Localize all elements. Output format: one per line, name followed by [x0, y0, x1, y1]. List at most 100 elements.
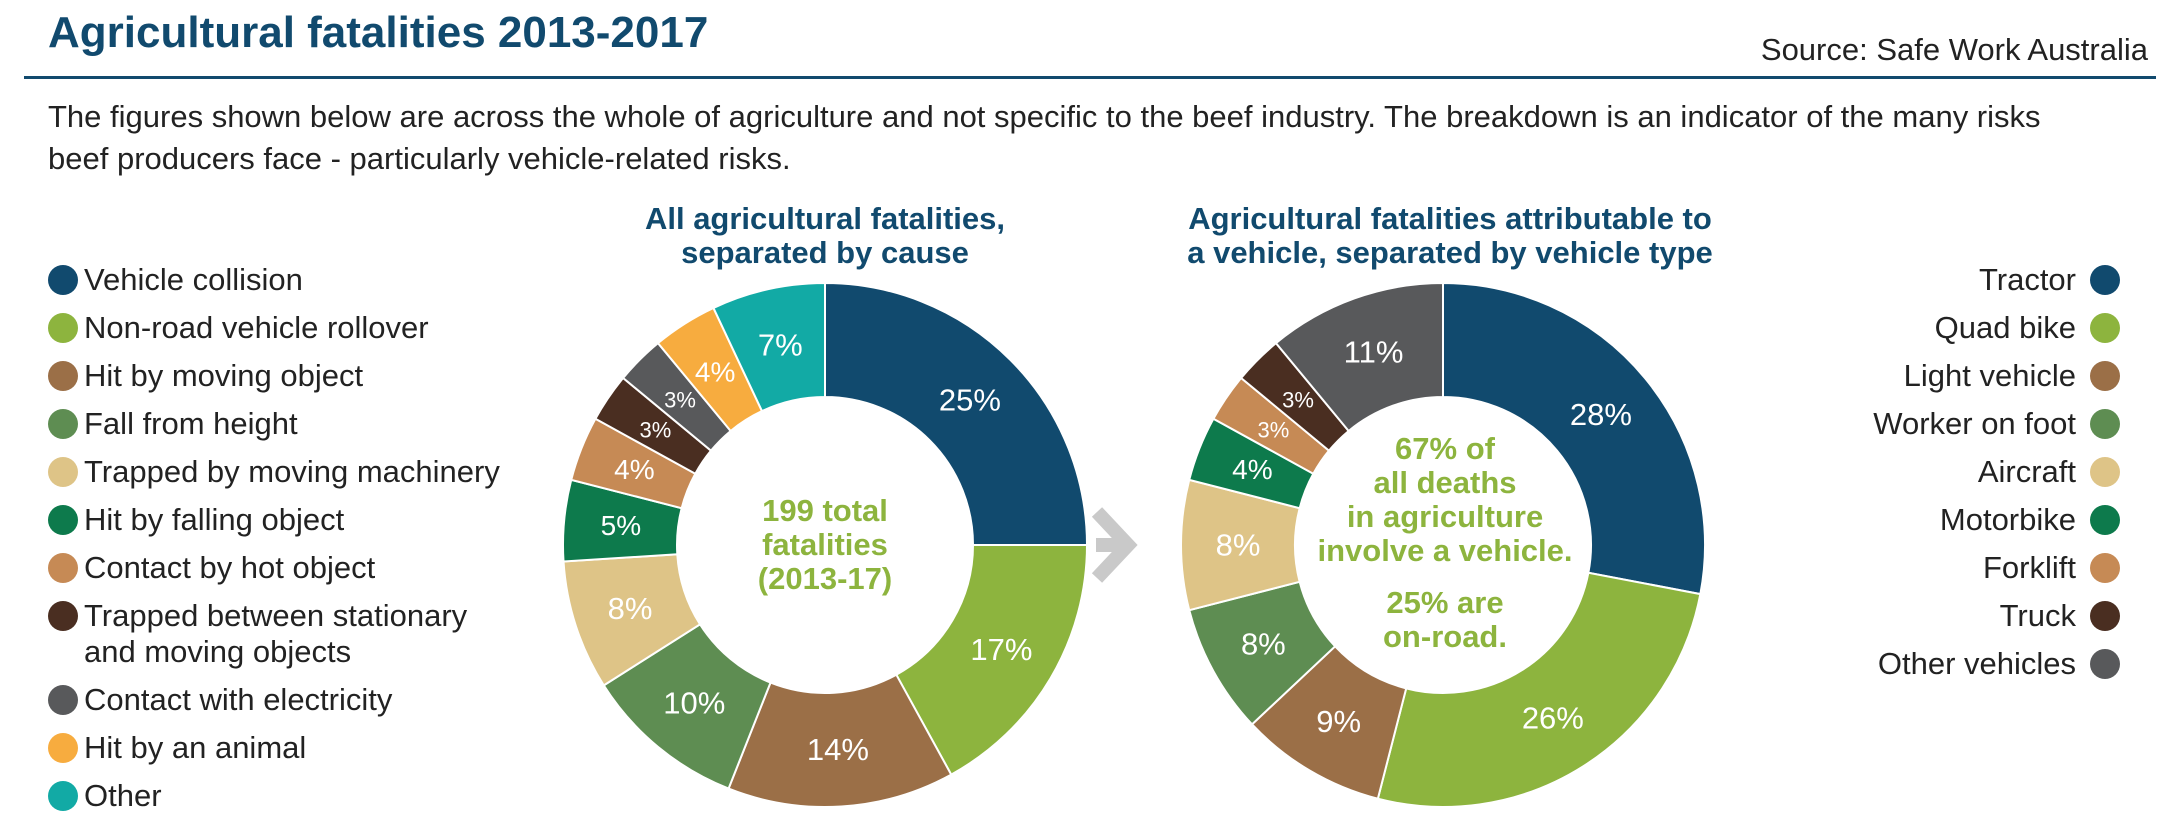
legend-label: Aircraft [1977, 454, 2076, 489]
donut-vehicles-slice-label: 26% [1522, 701, 1584, 736]
legend-item: Contact by hot object [48, 550, 500, 586]
legend-label: Hit by falling object [84, 502, 345, 537]
donut-vehicles-slice-label: 3% [1258, 417, 1290, 442]
legend-item: Tractor [1873, 262, 2120, 298]
intro-text: The figures shown below are across the w… [48, 99, 2041, 176]
legend-item: Hit by an animal [48, 730, 500, 766]
donut-causes-slice-label: 3% [664, 388, 696, 413]
legend-swatch [48, 553, 78, 583]
legend-item: Non-road vehicle rollover [48, 310, 500, 346]
legend-swatch [2090, 313, 2120, 343]
donut-vehicles-slice [1274, 281, 1444, 433]
donut-vehicles-onroad-text: 25% are on-road. [1383, 585, 1507, 654]
donut-vehicles-center-text: 67% of all deaths in agriculture involve… [1317, 431, 1573, 568]
legend-label: Trapped by moving machinery [84, 454, 500, 489]
donut-causes-slice-label: 10% [663, 685, 725, 720]
legend-label: Quad bike [1934, 310, 2076, 345]
legend-item: Contact with electricity [48, 682, 500, 718]
legend-label: Other [84, 778, 162, 813]
chart-vehicles-title: Agricultural fatalities attributable to … [1187, 201, 1713, 270]
legend-label: Hit by an animal [84, 730, 307, 765]
legend-item: Other vehicles [1873, 646, 2120, 682]
legend-swatch [48, 685, 78, 715]
legend-swatch [48, 313, 78, 343]
legend-swatch [48, 361, 78, 391]
legend-swatch [2090, 505, 2120, 535]
legend-label: Worker on foot [1873, 406, 2076, 441]
donut-causes-slice [727, 673, 953, 808]
legend-label: Forklift [1983, 550, 2076, 585]
legend-item: Hit by moving object [48, 358, 500, 394]
donut-vehicles-slice-label: 3% [1282, 388, 1314, 413]
legend-item: Fall from height [48, 406, 500, 442]
legend-item: Forklift [1873, 550, 2120, 586]
legend-swatch [48, 601, 78, 631]
legend-swatch [2090, 553, 2120, 583]
legend-label: Hit by moving object [84, 358, 364, 393]
legend-swatch [2090, 649, 2120, 679]
header-divider [24, 76, 2156, 79]
chart-causes-title: All agricultural fatalities, separated b… [644, 201, 1006, 270]
legend-label: Fall from height [84, 406, 298, 441]
page-title: Agricultural fatalities 2013-2017 [48, 8, 709, 57]
legend-swatch [48, 781, 78, 811]
donut-vehicles-slice-label: 8% [1241, 626, 1286, 661]
donut-causes-slice-label: 3% [640, 417, 672, 442]
donut-causes-slice-label: 14% [807, 732, 869, 767]
donut-causes-slice-label: 7% [758, 327, 803, 362]
legend-swatch [48, 505, 78, 535]
legend-label: Contact with electricity [84, 682, 393, 717]
donut-causes-slice-label: 17% [970, 632, 1032, 667]
donut-vehicles-slice-label: 28% [1570, 397, 1632, 432]
legend-vehicle-types: Tractor Quad bike Light vehicle Worker on f… [1873, 262, 2120, 694]
donut-causes: 25%17%14%10%8%5%4%3%3%4%7% [562, 281, 1089, 808]
donut-causes-center-text: 199 total fatalities (2013-17) [757, 493, 893, 596]
donut-causes-slice-label: 4% [695, 356, 735, 387]
legend-swatch [2090, 409, 2120, 439]
legend-item: Worker on foot [1873, 406, 2120, 442]
donut-vehicles-slice-label: 8% [1216, 528, 1261, 563]
legend-item: Trapped by moving machinery [48, 454, 500, 490]
donut-vehicles-slice-label: 9% [1316, 704, 1361, 739]
donut-causes-slice [824, 281, 1089, 546]
legend-item: Light vehicle [1873, 358, 2120, 394]
donut-vehicles-slice-label: 11% [1344, 335, 1404, 370]
donut-causes-slice-label: 5% [601, 510, 641, 541]
legend-item: Hit by falling object [48, 502, 500, 538]
arrow-icon [1091, 507, 1138, 583]
donut-vehicles-slice [1376, 571, 1702, 808]
legend-item: Quad bike [1873, 310, 2120, 346]
donut-causes-slice-label: 8% [608, 591, 653, 626]
donut-causes-slice-label: 25% [939, 383, 1001, 418]
legend-swatch [2090, 601, 2120, 631]
donut-vehicles-slice-label: 4% [1232, 454, 1272, 485]
legend-label: Trapped between stationary and moving ob… [84, 598, 468, 669]
donut-vehicles: 28% 26% 9% 8% 8% 4% 3% 3% 11% [1179, 281, 1706, 808]
legend-swatch [48, 733, 78, 763]
legend-label: Tractor [1978, 262, 2076, 297]
legend-label: Truck [1999, 598, 2076, 633]
legend-item: Trapped between stationary and moving ob… [48, 598, 500, 670]
donut-causes-slice-label: 4% [614, 454, 654, 485]
legend-label: Vehicle collision [84, 262, 303, 297]
donut-vehicles-slice [1442, 281, 1706, 596]
legend-swatch [2090, 361, 2120, 391]
legend-label: Other vehicles [1877, 646, 2076, 681]
legend-label: Non-road vehicle rollover [84, 310, 429, 345]
legend-label: Contact by hot object [84, 550, 376, 585]
source-note: Source: Safe Work Australia [1760, 32, 2148, 67]
donut-causes-slice [894, 544, 1089, 776]
legend-swatch [2090, 265, 2120, 295]
legend-swatch [2090, 457, 2120, 487]
legend-item: Other [48, 778, 500, 814]
legend-swatch [48, 409, 78, 439]
legend-label: Light vehicle [1903, 358, 2076, 393]
legend-item: Vehicle collision [48, 262, 500, 298]
legend-swatch [48, 265, 78, 295]
legend-label: Motorbike [1939, 502, 2076, 537]
donut-causes-slice [712, 281, 826, 413]
legend-item: Aircraft [1873, 454, 2120, 490]
legend-causes: Vehicle collision Non-road vehicle rollov… [48, 262, 500, 826]
legend-swatch [48, 457, 78, 487]
